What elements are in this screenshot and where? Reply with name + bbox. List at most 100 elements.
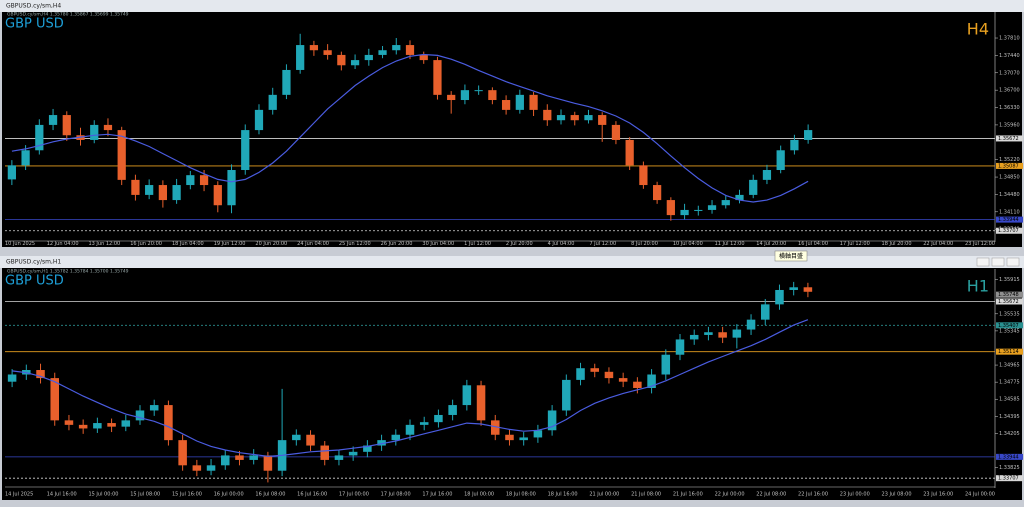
candle-body bbox=[590, 368, 599, 372]
x-tick-label: 17 Jul 12:00 bbox=[840, 241, 870, 247]
price-level-tag bbox=[996, 298, 1023, 305]
candle-body bbox=[391, 434, 401, 441]
candle-body bbox=[625, 139, 634, 166]
candle-body bbox=[803, 287, 813, 292]
candle-body bbox=[268, 94, 277, 110]
candle-body bbox=[282, 69, 291, 95]
y-tick-label: 1.37440 bbox=[999, 53, 1020, 59]
candle-body bbox=[790, 139, 799, 151]
candle-body bbox=[392, 45, 401, 51]
candle-body bbox=[433, 60, 442, 95]
x-tick-label: 19 Jun 12:00 bbox=[214, 241, 246, 247]
price-level-label: 1.35087 bbox=[998, 163, 1019, 169]
candle-body bbox=[306, 434, 315, 446]
candle-body bbox=[337, 54, 346, 66]
candle-body bbox=[186, 175, 195, 186]
price-level-tag bbox=[996, 291, 1023, 298]
y-tick-label: 1.35220 bbox=[999, 157, 1020, 163]
x-tick-label: 12 Jun 04:00 bbox=[47, 241, 79, 247]
y-tick-label: 1.34480 bbox=[999, 192, 1020, 198]
x-tick-label: 11 Jul 12:00 bbox=[715, 241, 745, 247]
candle-body bbox=[227, 170, 236, 206]
candle-body bbox=[462, 385, 472, 406]
candle-body bbox=[501, 100, 511, 110]
window-controls[interactable] bbox=[976, 257, 1020, 267]
price-level-tag bbox=[996, 348, 1023, 355]
minimize-button[interactable] bbox=[976, 257, 990, 267]
x-tick-label: 18 Jul 08:00 bbox=[506, 492, 536, 498]
candle-body bbox=[675, 339, 685, 355]
x-tick-label: 18 Jul 00:00 bbox=[464, 492, 494, 498]
y-tick-label: 1.36700 bbox=[999, 88, 1020, 94]
x-tick-label: 24 Jun 04:00 bbox=[297, 241, 329, 247]
x-tick-label: 24 Jul 00:00 bbox=[965, 492, 995, 498]
y-tick-label: 1.37810 bbox=[999, 36, 1020, 42]
x-tick-label: 10 Jul 04:00 bbox=[673, 241, 703, 247]
price-level-tag bbox=[996, 216, 1023, 223]
x-tick-label: 17 Jul 08:00 bbox=[381, 492, 411, 498]
x-tick-label: 21 Jul 08:00 bbox=[631, 492, 661, 498]
y-tick-label: 1.34775 bbox=[999, 380, 1020, 386]
candle-body bbox=[661, 354, 671, 375]
x-tick-label: 4 Jul 04:00 bbox=[548, 241, 575, 247]
candle-body bbox=[7, 374, 17, 382]
candle-body bbox=[121, 420, 131, 427]
candle-body bbox=[804, 130, 813, 140]
x-tick-label: 17 Jul 16:00 bbox=[422, 492, 452, 498]
candle-body bbox=[350, 60, 360, 66]
candle-body bbox=[529, 94, 538, 110]
maximize-button[interactable] bbox=[991, 257, 1005, 267]
candle-body bbox=[213, 185, 222, 206]
candle-body bbox=[172, 185, 181, 201]
candle-body bbox=[117, 130, 126, 180]
candle-body bbox=[348, 451, 358, 456]
candle-body bbox=[562, 379, 571, 411]
window-title: GBPUSD.cy/sm,H4 bbox=[6, 3, 61, 10]
candle-body bbox=[320, 445, 329, 460]
candle-body bbox=[131, 179, 140, 195]
candle-body bbox=[263, 455, 273, 471]
x-tick-label: 23 Jul 16:00 bbox=[923, 492, 953, 498]
candle-body bbox=[775, 289, 784, 305]
candle-body bbox=[618, 378, 628, 382]
candle-body bbox=[639, 165, 648, 186]
moving-average bbox=[11, 53, 809, 203]
candle-body bbox=[749, 179, 758, 195]
chart-info: GBPUSD.cy/sm,H4 1.35780 1.35867 1.35699 … bbox=[7, 12, 129, 18]
chart-info: GBPUSD.cy/sm,H1 1.35782 1.35784 1.35700 … bbox=[7, 269, 129, 275]
symbol-title: GBP USD bbox=[5, 17, 64, 32]
symbol-title: GBP USD bbox=[5, 274, 64, 289]
candle-body bbox=[36, 370, 45, 379]
candle-body bbox=[363, 445, 372, 452]
price-level-label: 1.33944 bbox=[998, 217, 1019, 223]
x-tick-label: 21 Jul 00:00 bbox=[589, 492, 619, 498]
candle-body bbox=[50, 378, 59, 421]
x-tick-label: 23 Jul 12:00 bbox=[965, 241, 995, 247]
candle-body bbox=[419, 54, 428, 61]
candle-body bbox=[776, 150, 785, 171]
x-tick-label: 16 Jul 08:00 bbox=[255, 492, 285, 498]
candle-body bbox=[199, 175, 209, 186]
x-tick-label: 16 Jul 04:00 bbox=[798, 241, 828, 247]
x-tick-label: 7 Jul 12:00 bbox=[589, 241, 616, 247]
candle-body bbox=[334, 455, 344, 460]
candle-body bbox=[378, 50, 387, 55]
x-tick-label: 23 Jul 08:00 bbox=[882, 492, 912, 498]
candle-body bbox=[707, 205, 717, 210]
x-tick-label: 22 Jul 16:00 bbox=[798, 492, 828, 498]
x-tick-label: 2 Jul 20:00 bbox=[506, 241, 533, 247]
y-tick-label: 1.34965 bbox=[999, 363, 1020, 369]
price-level-label: 1.35672 bbox=[998, 136, 1019, 142]
candle-body bbox=[158, 185, 167, 201]
x-tick-label: 22 Jul 00:00 bbox=[715, 492, 745, 498]
x-tick-label: 10 Jun 2025 bbox=[5, 241, 35, 247]
x-tick-label: 8 Jul 20:00 bbox=[631, 241, 658, 247]
x-tick-label: 18 Jul 16:00 bbox=[548, 492, 578, 498]
x-tick-label: 23 Jul 00:00 bbox=[840, 492, 870, 498]
close-button[interactable] bbox=[1006, 257, 1020, 267]
candle-body bbox=[434, 414, 443, 423]
y-tick-label: 1.35915 bbox=[999, 277, 1020, 283]
candle-body bbox=[515, 94, 524, 110]
